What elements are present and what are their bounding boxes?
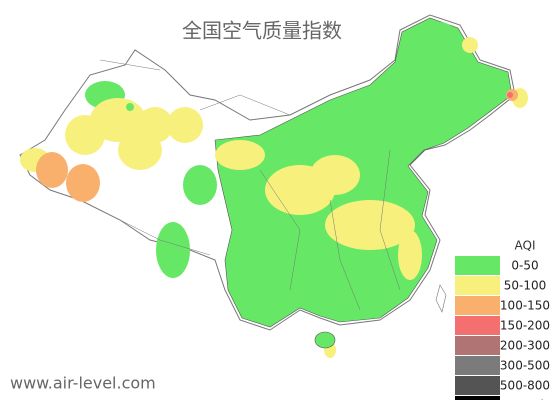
legend-label: 0-50 <box>511 259 538 273</box>
legend-swatch <box>455 356 500 375</box>
legend-swatch <box>455 316 500 335</box>
red-region <box>507 92 513 98</box>
orange-region <box>36 152 68 188</box>
green-region <box>422 22 458 58</box>
legend-swatch <box>455 336 500 355</box>
legend-swatch <box>455 276 500 295</box>
green-region <box>214 17 513 328</box>
legend-swatch <box>455 296 500 315</box>
orange-region <box>66 164 100 202</box>
legend: AQI 0-50 50-100 100-150 150-200 200-300 300-5… <box>455 239 550 404</box>
hainan <box>314 331 336 349</box>
legend-title: AQI <box>515 239 536 253</box>
legend-swatch <box>455 376 500 395</box>
legend-label: 200-300 <box>500 339 550 353</box>
china-map <box>19 14 528 358</box>
taiwan <box>435 284 447 313</box>
legend-label: 100-150 <box>500 299 550 313</box>
legend-label: 300-500 <box>500 359 550 373</box>
legend-swatch <box>455 396 500 404</box>
legend-label: 150-200 <box>500 319 550 333</box>
map-title: 全国空气质量指数 <box>182 19 342 43</box>
green-region <box>183 165 217 205</box>
yellow-region <box>20 37 528 358</box>
green-region <box>126 103 134 111</box>
green-region <box>156 222 190 278</box>
watermark: www.air-level.com <box>10 374 156 393</box>
legend-label: 50-100 <box>504 279 547 293</box>
legend-label: 500-800 <box>500 379 550 393</box>
legend-swatch <box>455 256 500 275</box>
province-border <box>99 59 401 311</box>
